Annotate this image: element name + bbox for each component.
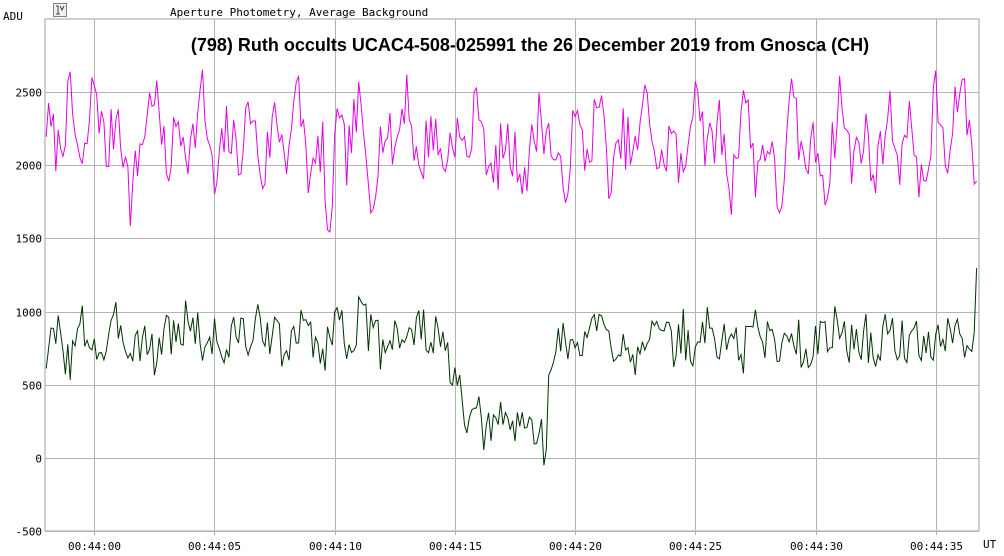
x-tick-label: 00:44:15 <box>429 540 482 553</box>
chart-subtitle: Aperture Photometry, Average Background <box>170 6 428 19</box>
x-tick-label: 00:44:35 <box>910 540 963 553</box>
icon-frame <box>53 3 67 17</box>
plot-area <box>44 18 980 532</box>
x-tick-label: 00:44:30 <box>790 540 843 553</box>
x-tick-label: 00:44:25 <box>669 540 722 553</box>
y-axis-label: ADU <box>3 10 23 23</box>
x-tick-label: 00:44:00 <box>68 540 121 553</box>
y-tick-label: 1000 <box>16 307 43 320</box>
x-tick-label: 00:44:20 <box>549 540 602 553</box>
chart-settings-icon[interactable] <box>53 3 67 17</box>
y-tick-label: 1500 <box>16 233 43 246</box>
y-tick-label: 500 <box>22 380 42 393</box>
chart-title: (798) Ruth occults UCAC4-508-025991 the … <box>191 35 869 55</box>
series-line-1 <box>45 69 977 233</box>
y-tick-label: 2500 <box>16 87 43 100</box>
x-tick-label: 00:44:10 <box>309 540 362 553</box>
x-axis-label: UT <box>983 538 997 551</box>
y-tick-label: -500 <box>16 526 43 539</box>
y-tick-label: 2000 <box>16 160 43 173</box>
x-tick-label: 00:44:05 <box>188 540 241 553</box>
icon-glyph <box>56 5 65 15</box>
y-tick-label: 0 <box>35 453 42 466</box>
series-line-2 <box>45 268 978 466</box>
